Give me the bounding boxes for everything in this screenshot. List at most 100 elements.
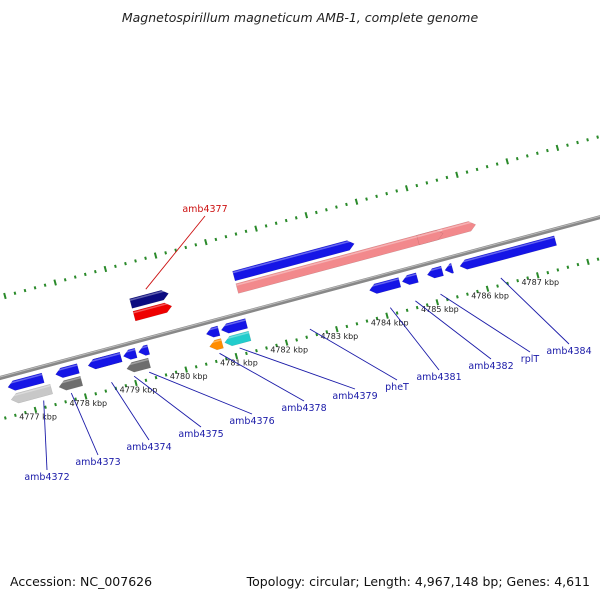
feature-amb4379 [220,318,249,334]
gene-label-amb4381[interactable]: amb4381 [416,372,461,383]
gene-label-amb4374[interactable]: amb4374 [126,442,171,453]
accession-text: Accession: NC_007626 [10,574,152,589]
outer-tick [83,272,87,277]
outer-tick [33,286,37,290]
inner-tick [325,330,329,334]
inner-tick [14,413,17,417]
outer-tick [244,229,248,234]
inner-tick [405,308,409,313]
feature-amb4373 [55,363,80,378]
gene-label-amb4378[interactable]: amb4378 [281,403,326,414]
feature-rplT [426,265,444,279]
leader-amb4381 [389,307,440,371]
feature-shine [368,278,399,288]
outer-tick [495,162,499,166]
kbp-label: 4780 kbp [170,372,208,381]
genome-backbone [0,215,600,381]
kbp-label: 4783 kbp [321,332,359,341]
feature-shine [220,319,246,328]
outer-tick [73,275,77,279]
feature-shine [6,373,43,385]
inner-tick [104,389,108,393]
feature-shine [416,229,443,238]
outer-tick [103,265,108,273]
feature-shine [54,364,78,372]
feature-shine [401,273,417,279]
gene-label-amb4379[interactable]: amb4379 [332,391,377,402]
feature-part-3 [58,375,84,391]
outer-tick [375,194,378,199]
inner-tick [94,392,98,396]
outer-tick [194,243,198,247]
feature-part-5 [87,351,123,370]
leader-amb4377 [145,215,206,290]
inner-tick [144,378,148,383]
outer-tick [435,178,439,182]
feature-shine [443,264,452,268]
inner-tick [24,410,27,415]
feature-amb4378 [205,325,221,338]
inner-tick [476,289,479,294]
feature-shine [205,326,219,332]
gene-label-rplT[interactable]: rplT [521,354,540,365]
feature-part-21 [444,262,455,274]
leader-rplT [440,293,531,353]
feature-amb4377 [129,290,169,309]
inner-tick [456,295,459,299]
gene-label-amb4377[interactable]: amb4377 [182,204,227,215]
kbp-label: 4785 kbp [421,305,459,314]
gene-label-pheT[interactable]: pheT [385,382,409,393]
inner-tick [536,272,540,279]
gene-label-amb4382[interactable]: amb4382 [468,361,513,372]
inner-tick [54,402,57,407]
outer-tick [365,197,368,201]
gene-labels: amb4372 amb4373 amb4374 amb4375 amb4376 amb43… [24,204,591,483]
leader-amb4384 [500,277,570,345]
outer-tick [53,279,57,286]
genome-stats-text: Topology: circular; Length: 4,967,148 bp… [246,574,590,589]
outer-tick [354,198,359,205]
inner-tick [315,332,319,337]
feature-part-14 [224,330,252,347]
leader-amb4374 [111,382,150,441]
outer-tick [164,251,168,255]
inner-tick [184,366,188,373]
feature-shine [122,348,136,354]
inner-tick [466,292,469,296]
inner-tick [355,322,359,326]
inner-tick [485,285,490,292]
gene-label-amb4373[interactable]: amb4373 [75,457,120,468]
inner-tick [245,351,248,356]
gene-label-amb4375[interactable]: amb4375 [178,429,223,440]
outer-tick [455,171,459,178]
backbone-highlight [0,215,600,378]
outer-tick [23,288,27,293]
outer-tick [234,232,238,236]
backbone-line [0,215,600,381]
inner-tick [284,339,289,346]
feature-amb4376 [138,344,151,356]
inner-tick [164,373,168,377]
kbp-label: 4784 kbp [371,318,409,327]
inner-tick-ring [3,257,600,420]
outer-tick [174,248,178,252]
outer-tick-ring [3,135,599,300]
outer-tick [405,185,409,192]
gene-label-amb4384[interactable]: amb4384 [546,346,591,357]
feature-amb4381 [369,277,402,294]
gene-label-amb4376[interactable]: amb4376 [229,416,274,427]
inner-tick [255,348,258,353]
outer-tick [13,291,17,295]
outer-tick [385,191,389,196]
feature-shine [458,236,555,264]
leader-amb4378 [219,352,305,402]
feature-amb4382 [401,272,419,286]
kbp-label: 4779 kbp [120,386,158,395]
outer-tick [555,144,560,152]
outer-tick [274,221,278,225]
inner-tick [174,370,178,374]
feature-shine [223,331,250,340]
outer-tick [63,278,67,282]
gene-label-amb4372[interactable]: amb4372 [24,472,69,483]
